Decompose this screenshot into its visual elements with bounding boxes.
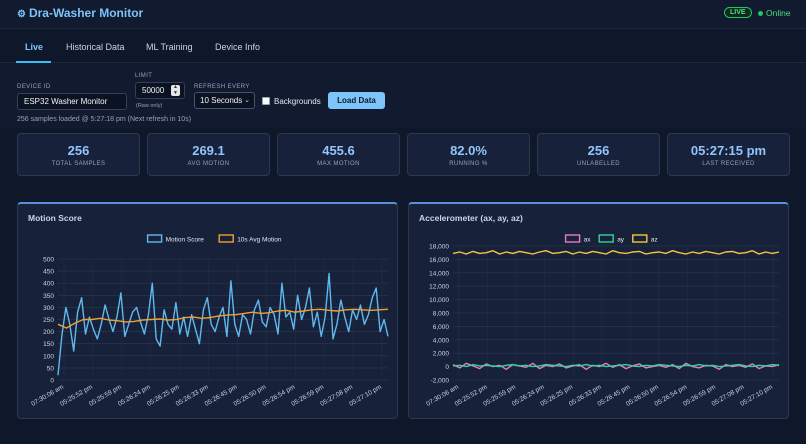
y-tick-label: 14,000 xyxy=(429,270,449,277)
app-title: ⚙ Dra-Washer Monitor xyxy=(17,6,143,20)
y-tick-label: 450 xyxy=(43,269,54,276)
live-badge: LIVE xyxy=(724,7,752,18)
y-tick-label: 150 xyxy=(43,341,54,348)
y-tick-label: 50 xyxy=(47,365,55,372)
series-line-az xyxy=(452,250,780,255)
limit-label: LIMIT xyxy=(135,73,153,79)
legend-label[interactable]: ax xyxy=(584,237,592,244)
stat-label: AVG MOTION xyxy=(187,161,230,167)
stat-label: TOTAL SAMPLES xyxy=(51,161,106,167)
tab-historical-data[interactable]: Historical Data xyxy=(66,42,125,52)
stat-card-last-received: 05:27:15 pm LAST RECEIVED xyxy=(667,133,790,176)
tab-bar: Live Historical Data ML Training Device … xyxy=(0,30,806,63)
stat-value: 05:27:15 pm xyxy=(690,143,767,158)
series-line-ay xyxy=(452,363,780,368)
gear-icon: ⚙ xyxy=(17,9,26,20)
status-line: 256 samples loaded @ 5:27:18 pm (Next re… xyxy=(17,116,192,123)
series-line-motion-score xyxy=(57,272,389,376)
y-tick-label: 4,000 xyxy=(433,337,450,344)
device-id-input[interactable]: ESP32 Washer Monitor xyxy=(17,93,127,110)
accelerometer-panel: Accelerometer (ax, ay, az) -2,000 0 2,000 4… xyxy=(408,202,789,419)
y-tick-label: 12,000 xyxy=(429,284,449,291)
y-tick-label: 8,000 xyxy=(433,311,450,318)
refresh-interval-value: 10 Seconds xyxy=(200,96,243,105)
legend-label[interactable]: 10s Avg Motion xyxy=(237,237,282,244)
legend-label[interactable]: Motion Score xyxy=(166,237,205,244)
series-line-10s-avg-motion xyxy=(57,308,389,329)
y-tick-label: 250 xyxy=(43,317,54,324)
x-tick-label: 05:27:10 pm xyxy=(348,384,383,408)
stat-value: 455.6 xyxy=(322,143,355,158)
chart-title: Motion Score xyxy=(28,213,82,223)
y-tick-label: 500 xyxy=(43,257,54,264)
stat-label: LAST RECEIVED xyxy=(702,161,755,167)
controls-bar xyxy=(0,64,806,128)
stat-card-total-samples: 256 TOTAL SAMPLES xyxy=(17,133,140,176)
y-tick-label: 100 xyxy=(43,353,54,360)
app-header: ⚙ Dra-Washer Monitor LIVE Online xyxy=(0,0,806,29)
y-tick-label: 16,000 xyxy=(429,257,449,264)
stat-value: 269.1 xyxy=(192,143,225,158)
accelerometer-chart: -2,000 0 2,000 4,000 6,000 8,000 10,000 12,000 1… xyxy=(425,234,780,408)
active-tab-indicator xyxy=(16,61,51,63)
refresh-interval-select[interactable]: 10 Seconds ⌄ xyxy=(194,92,255,109)
load-data-button[interactable]: Load Data xyxy=(328,92,385,109)
legend-label[interactable]: az xyxy=(651,237,658,244)
online-status: Online xyxy=(766,8,791,18)
legend-swatch[interactable] xyxy=(564,234,581,243)
legend-swatch[interactable] xyxy=(218,234,234,243)
stat-card-unlabelled: 256 UNLABELLED xyxy=(537,133,660,176)
tab-ml-training[interactable]: ML Training xyxy=(146,42,193,52)
x-tick-label: 05:27:10 pm xyxy=(739,384,774,408)
y-tick-label: 6,000 xyxy=(433,324,450,331)
stat-card-max-motion: 455.6 MAX MOTION xyxy=(277,133,400,176)
y-tick-label: 400 xyxy=(43,281,54,288)
backgrounds-checkbox[interactable] xyxy=(262,97,270,105)
stat-value: 256 xyxy=(67,143,90,158)
stat-label: MAX MOTION xyxy=(317,161,360,167)
app-title-text: Dra-Washer Monitor xyxy=(28,6,144,20)
stat-label: RUNNING % xyxy=(449,161,488,167)
chevron-down-icon: ⌄ xyxy=(244,97,250,104)
y-tick-label: 10,000 xyxy=(429,297,449,304)
device-id-label: DEVICE ID xyxy=(17,84,51,90)
online-status-dot-icon xyxy=(758,11,763,16)
stat-value: 256 xyxy=(587,143,610,158)
y-tick-label: 2,000 xyxy=(433,351,450,358)
refresh-label: REFRESH EVERY xyxy=(194,84,250,90)
tab-device-info[interactable]: Device Info xyxy=(215,42,261,52)
backgrounds-label: Backgrounds xyxy=(274,97,321,106)
stat-label: UNLABELLED xyxy=(576,161,621,167)
y-tick-label: 0 xyxy=(445,364,449,371)
y-tick-label: 0 xyxy=(50,378,54,385)
stat-card-running: 82.0% RUNNING % xyxy=(407,133,530,176)
y-tick-label: -2,000 xyxy=(431,378,450,385)
legend-swatch[interactable] xyxy=(632,234,648,243)
y-tick-label: 18,000 xyxy=(429,244,449,251)
legend-label[interactable]: ay xyxy=(617,237,625,244)
motion-score-panel: Motion Score 0 50 100 150 200 250 300 350 400 450… xyxy=(17,202,398,419)
y-tick-label: 350 xyxy=(43,293,54,300)
limit-stepper[interactable]: ▲ ▼ xyxy=(171,84,180,96)
y-tick-label: 200 xyxy=(43,329,54,336)
legend-swatch[interactable] xyxy=(146,234,163,243)
y-tick-label: 300 xyxy=(43,305,54,312)
stat-card-avg-motion: 269.1 AVG MOTION xyxy=(147,133,270,176)
chart-title: Accelerometer (ax, ay, az) xyxy=(419,213,523,223)
tab-live[interactable]: Live xyxy=(25,42,44,52)
stat-value: 82.0% xyxy=(450,143,487,158)
limit-hint: (Raw only) xyxy=(136,103,163,109)
legend-swatch[interactable] xyxy=(598,234,614,243)
